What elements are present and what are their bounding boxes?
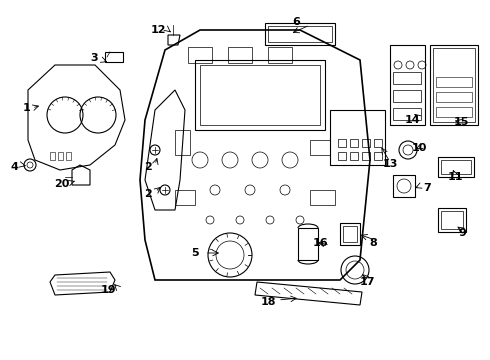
Bar	[200, 65, 320, 125]
Text: 11: 11	[447, 172, 463, 182]
Text: 10: 10	[411, 143, 427, 153]
Bar	[436, 107, 472, 117]
Text: 2: 2	[144, 189, 152, 199]
Text: 16: 16	[313, 238, 329, 248]
Bar	[175, 190, 195, 205]
Bar	[362, 152, 370, 160]
Bar	[350, 152, 358, 160]
Bar	[105, 52, 123, 62]
Text: 9: 9	[458, 228, 466, 238]
Bar	[441, 211, 463, 229]
Bar	[390, 45, 425, 125]
Bar	[338, 139, 346, 147]
Bar	[374, 139, 382, 147]
Bar	[228, 47, 252, 63]
Text: 8: 8	[369, 238, 377, 248]
Text: 18: 18	[260, 297, 276, 307]
Bar	[50, 152, 55, 160]
Text: 5: 5	[191, 248, 199, 258]
Text: 3: 3	[90, 53, 98, 63]
Bar	[393, 108, 421, 120]
Bar	[310, 190, 335, 205]
Bar	[66, 152, 71, 160]
Text: 4: 4	[10, 162, 18, 172]
Text: 6: 6	[292, 17, 300, 27]
Bar	[350, 139, 358, 147]
Bar	[438, 208, 466, 232]
Text: 13: 13	[382, 159, 398, 169]
Text: 17: 17	[359, 277, 375, 287]
Bar	[430, 45, 478, 125]
Bar	[438, 157, 474, 177]
Text: 15: 15	[453, 117, 469, 127]
Bar	[374, 152, 382, 160]
Bar	[338, 152, 346, 160]
Text: 14: 14	[405, 115, 421, 125]
Bar	[393, 90, 421, 102]
Bar	[268, 47, 292, 63]
Text: 1: 1	[23, 103, 31, 113]
Bar	[188, 47, 212, 63]
Bar	[58, 152, 63, 160]
Text: 7: 7	[423, 183, 431, 193]
Text: 2: 2	[144, 162, 152, 172]
Bar	[298, 228, 318, 260]
Bar	[265, 23, 335, 45]
Bar	[268, 26, 332, 42]
Text: 12: 12	[150, 25, 166, 35]
Bar	[343, 226, 357, 242]
Text: 20: 20	[54, 179, 70, 189]
Bar	[195, 60, 325, 130]
Bar	[441, 160, 471, 174]
Bar	[175, 130, 190, 155]
Bar	[340, 223, 360, 245]
Text: 19: 19	[100, 285, 116, 295]
Bar	[436, 77, 472, 87]
Bar	[433, 48, 475, 122]
Bar	[393, 72, 421, 84]
Bar	[436, 92, 472, 102]
Bar	[362, 139, 370, 147]
Bar	[330, 110, 385, 165]
Bar	[310, 140, 330, 155]
Bar	[393, 175, 415, 197]
